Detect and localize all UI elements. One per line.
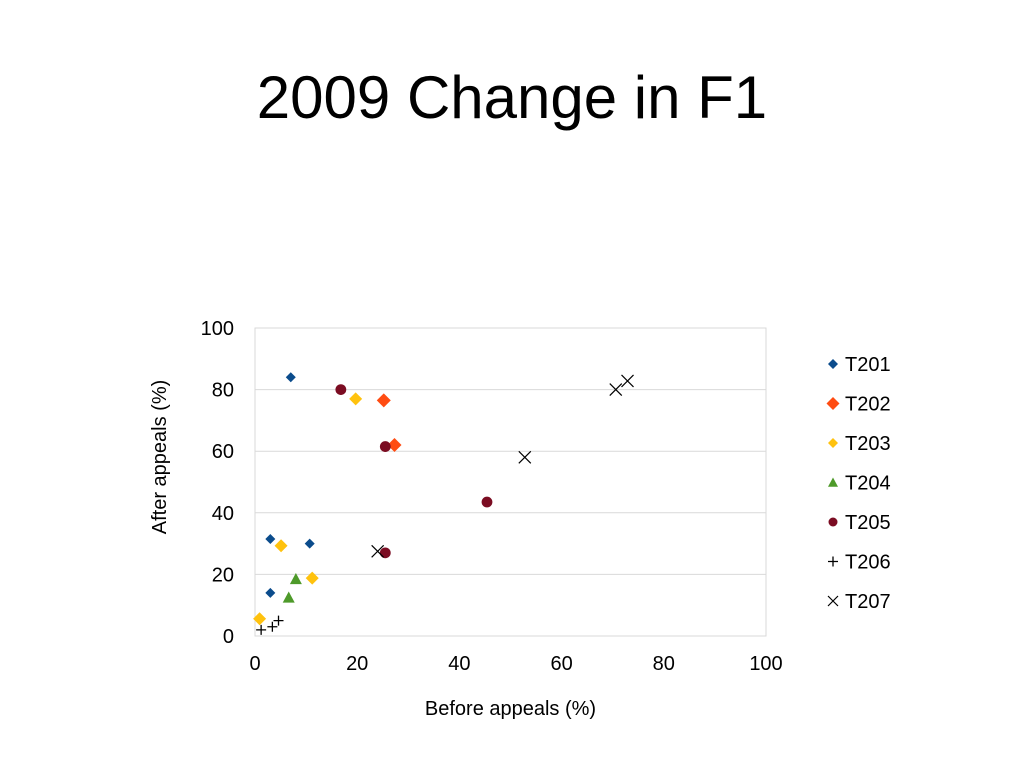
data-point bbox=[518, 450, 532, 464]
data-point bbox=[305, 571, 319, 585]
x-tick-label: 20 bbox=[346, 653, 368, 675]
legend-marker bbox=[827, 595, 839, 607]
series-t206 bbox=[256, 615, 284, 635]
y-tick-label: 100 bbox=[201, 318, 234, 340]
data-point bbox=[256, 624, 267, 635]
x-tick-label: 60 bbox=[550, 653, 572, 675]
legend-item-t204: T204 bbox=[828, 473, 891, 495]
series-t204 bbox=[282, 573, 302, 603]
data-point bbox=[376, 393, 391, 408]
y-tick-label: 0 bbox=[223, 626, 234, 648]
data-point bbox=[267, 621, 278, 632]
data-point bbox=[304, 538, 315, 549]
series-t203 bbox=[253, 392, 363, 626]
legend-marker bbox=[828, 517, 838, 527]
legend-item-t207: T207 bbox=[827, 591, 891, 613]
legend-marker bbox=[828, 556, 838, 567]
series-t201 bbox=[265, 372, 315, 598]
x-axis-tick-labels: 0 20 40 60 80 100 bbox=[249, 653, 782, 675]
data-point bbox=[265, 533, 276, 544]
x-tick-label: 40 bbox=[448, 653, 470, 675]
data-point bbox=[274, 539, 288, 553]
legend-label: T204 bbox=[845, 473, 891, 495]
legend-item-t203: T203 bbox=[828, 433, 891, 455]
data-point bbox=[253, 612, 267, 626]
legend-label: T205 bbox=[845, 512, 891, 534]
x-axis-label: Before appeals (%) bbox=[425, 698, 596, 720]
legend-label: T207 bbox=[845, 591, 891, 613]
series-t205 bbox=[335, 384, 493, 559]
legend-marker bbox=[828, 438, 838, 448]
data-point bbox=[335, 384, 347, 395]
data-point bbox=[371, 544, 385, 558]
plot-area-border bbox=[254, 327, 767, 637]
y-axis-tick-labels: 0 20 40 60 80 100 bbox=[201, 318, 234, 648]
data-point bbox=[265, 587, 276, 598]
data-point bbox=[349, 392, 363, 406]
data-point bbox=[379, 547, 391, 559]
x-tick-label: 100 bbox=[749, 653, 782, 675]
data-point bbox=[273, 615, 284, 626]
legend-label: T203 bbox=[845, 433, 891, 455]
legend-item-t205: T205 bbox=[828, 512, 891, 534]
gridlines bbox=[255, 327, 766, 637]
legend-marker bbox=[828, 477, 838, 487]
data-point bbox=[387, 438, 402, 453]
x-tick-label: 0 bbox=[249, 653, 260, 675]
y-tick-label: 20 bbox=[212, 564, 234, 586]
y-axis-label: After appeals (%) bbox=[149, 380, 171, 535]
legend-item-t201: T201 bbox=[828, 354, 891, 376]
legend-label: T201 bbox=[845, 354, 891, 376]
legend-label: T202 bbox=[845, 394, 891, 416]
legend-marker bbox=[828, 359, 838, 369]
data-point bbox=[285, 372, 296, 383]
data-point bbox=[379, 441, 391, 452]
legend: T201 T202 T203 T204 T205 T206 T207 bbox=[826, 354, 891, 613]
legend-marker bbox=[826, 397, 840, 410]
legend-label: T206 bbox=[845, 552, 891, 574]
legend-item-t206: T206 bbox=[828, 552, 891, 574]
y-tick-label: 80 bbox=[212, 380, 234, 402]
data-point bbox=[621, 374, 634, 388]
data-point bbox=[481, 496, 493, 508]
data-point bbox=[289, 573, 302, 585]
y-tick-label: 40 bbox=[212, 503, 234, 525]
x-tick-label: 80 bbox=[653, 653, 675, 675]
series-t202 bbox=[376, 393, 402, 453]
data-points bbox=[253, 372, 634, 635]
series-t207 bbox=[371, 374, 634, 558]
legend-item-t202: T202 bbox=[826, 394, 891, 416]
data-point bbox=[282, 591, 295, 603]
data-point bbox=[609, 383, 623, 397]
y-tick-label: 60 bbox=[212, 441, 234, 463]
slide-title: 2009 Change in F1 bbox=[256, 64, 768, 131]
